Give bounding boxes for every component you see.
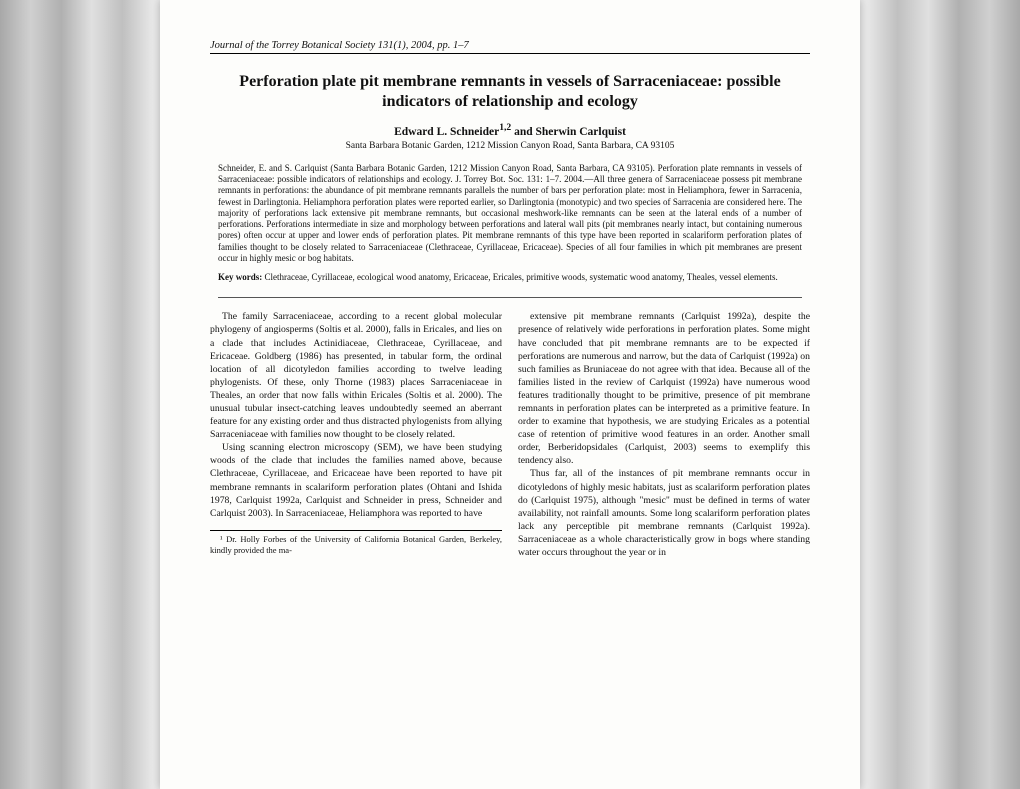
footnote: ¹ Dr. Holly Forbes of the University of …	[210, 530, 502, 557]
authors-and: and Sherwin Carlquist	[511, 126, 626, 138]
author-primary: Edward L. Schneider	[394, 126, 499, 138]
keywords-text: Clethraceae, Cyrillaceae, ecological woo…	[262, 272, 777, 282]
article-title: Perforation plate pit membrane remnants …	[230, 72, 790, 112]
author-sup: 1,2	[499, 122, 511, 133]
body-paragraph: The family Sarraceniaceae, according to …	[210, 310, 502, 441]
body-paragraph: extensive pit membrane remnants (Carlqui…	[518, 310, 810, 467]
journal-header: Journal of the Torrey Botanical Society …	[210, 40, 810, 54]
abstract-text: Schneider, E. and S. Carlquist (Santa Ba…	[218, 163, 802, 263]
section-divider	[218, 297, 802, 298]
affiliation: Santa Barbara Botanic Garden, 1212 Missi…	[210, 141, 810, 151]
document-page: Journal of the Torrey Botanical Society …	[160, 0, 860, 789]
keywords-label: Key words:	[218, 272, 262, 282]
abstract-block: Schneider, E. and S. Carlquist (Santa Ba…	[218, 163, 802, 264]
body-columns: The family Sarraceniaceae, according to …	[210, 310, 810, 559]
body-paragraph: Thus far, all of the instances of pit me…	[518, 467, 810, 559]
authors-line: Edward L. Schneider1,2 and Sherwin Carlq…	[210, 122, 810, 138]
keywords-block: Key words: Clethraceae, Cyrillaceae, eco…	[218, 272, 802, 283]
body-paragraph: Using scanning electron microscopy (SEM)…	[210, 441, 502, 520]
